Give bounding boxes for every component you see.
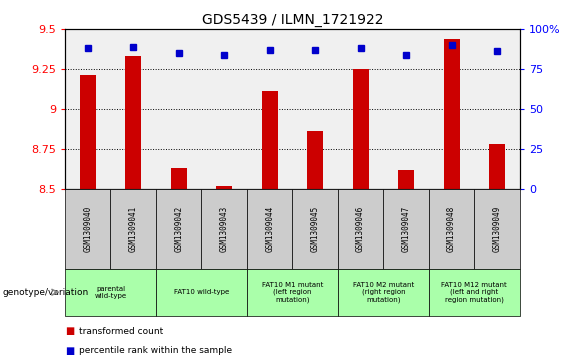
Bar [444,38,459,189]
Bar [353,69,368,189]
Text: GSM1309047: GSM1309047 [402,205,411,252]
Bar [384,189,429,269]
Text: GSM1309040: GSM1309040 [83,205,92,252]
Bar [156,269,247,316]
Text: GSM1309042: GSM1309042 [174,205,183,252]
Text: GSM1309048: GSM1309048 [447,205,456,252]
Bar [262,91,277,189]
Text: GSM1309046: GSM1309046 [356,205,365,252]
Bar [475,189,520,269]
Bar [489,144,505,189]
Text: GSM1309043: GSM1309043 [220,205,229,252]
Text: FAT10 M2 mutant
(right region
mutation): FAT10 M2 mutant (right region mutation) [353,282,414,303]
Text: transformed count: transformed count [79,327,163,335]
Bar [247,269,338,316]
Text: ■: ■ [65,346,74,356]
Bar [125,56,141,189]
Bar [156,189,202,269]
Text: parental
wild-type: parental wild-type [94,286,127,299]
Bar [80,76,95,189]
Bar [216,185,232,189]
Text: FAT10 wild-type: FAT10 wild-type [174,289,229,295]
Bar [171,168,186,189]
Text: FAT10 M12 mutant
(left and right
region mutation): FAT10 M12 mutant (left and right region … [441,282,507,303]
Text: FAT10 M1 mutant
(left region
mutation): FAT10 M1 mutant (left region mutation) [262,282,323,303]
Bar [338,189,384,269]
Bar [293,189,338,269]
Bar [65,269,156,316]
Bar [65,189,111,269]
Bar [398,170,414,189]
Bar [338,269,429,316]
Bar [429,189,475,269]
Text: genotype/variation: genotype/variation [3,288,89,297]
Bar [247,189,293,269]
Text: GSM1309041: GSM1309041 [129,205,138,252]
Bar [111,189,156,269]
Bar [429,269,520,316]
Bar [202,189,247,269]
Text: GSM1309044: GSM1309044 [265,205,274,252]
Text: GSM1309045: GSM1309045 [311,205,320,252]
Bar [307,131,323,189]
Text: percentile rank within the sample: percentile rank within the sample [79,346,232,355]
Text: ■: ■ [65,326,74,336]
Title: GDS5439 / ILMN_1721922: GDS5439 / ILMN_1721922 [202,13,383,26]
Text: GSM1309049: GSM1309049 [493,205,502,252]
